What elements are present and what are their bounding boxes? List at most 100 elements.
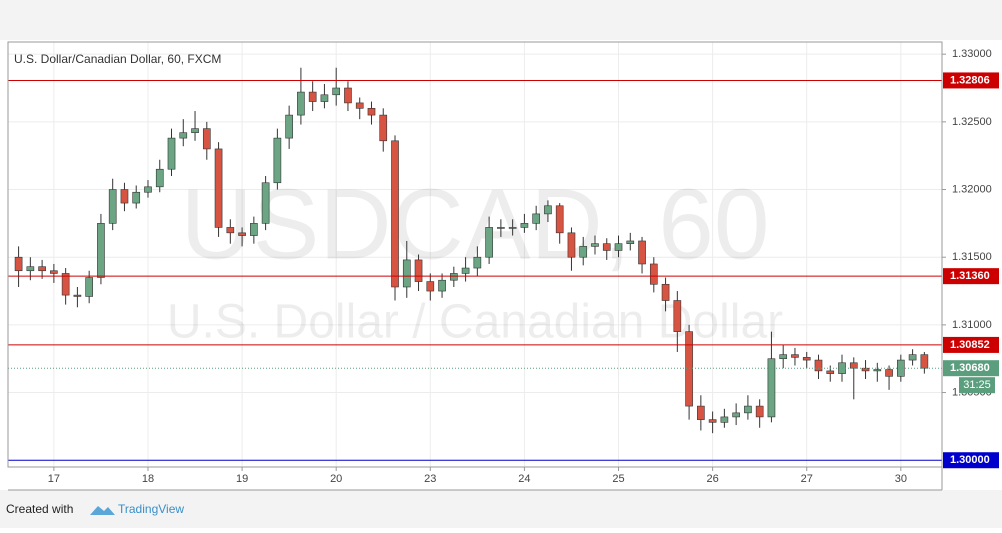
candle-body [791,354,799,358]
level-tag [943,336,999,353]
candle-body [97,223,105,278]
x-tick-label: 30 [895,473,907,485]
candle-body [202,128,211,150]
candle-body [638,240,646,265]
candle-body [144,186,152,193]
candle-body [167,137,176,170]
candle-body [697,405,705,420]
x-tick-label: 19 [236,473,248,485]
candle-body [402,259,411,288]
x-tick-label: 18 [142,473,154,485]
candle-body [685,331,693,407]
candle-body [391,140,399,288]
x-tick-label: 24 [518,473,530,485]
candle-body [626,240,635,244]
level-tag [943,268,999,285]
candle-body [120,189,129,204]
y-tick-label: 1.31000 [952,319,992,331]
x-tick-label: 17 [48,473,60,485]
candle-body [14,256,23,272]
candle-body [532,213,540,224]
candle-body [250,223,258,236]
candle-body [755,405,764,418]
last-price-tag [943,360,999,377]
footer-brand[interactable]: TradingView [118,502,184,516]
footer-bar [0,490,1002,528]
candle-body [155,168,164,188]
candle-body [132,191,141,204]
candle-body [85,277,93,297]
candle-body [214,148,223,228]
level-label: 1.32806 [950,74,990,86]
candle-body [779,354,788,360]
candle-body [38,266,46,272]
last-price-label: 1.30680 [950,362,990,374]
x-tick-label: 25 [612,473,624,485]
level-label: 1.31360 [950,270,990,282]
candle-body [497,227,505,229]
candle-body [273,137,282,184]
candle-body [673,300,682,332]
level-label: 1.30852 [950,339,990,351]
level-tag [943,72,999,89]
candle-body [426,281,435,292]
candle-body [732,412,740,418]
candle-body [555,205,564,234]
candle-body [26,266,35,272]
candle-body [661,283,670,301]
candle-body [802,357,811,361]
candle-body [849,362,858,369]
level-label: 1.30000 [950,454,990,466]
candle-body [320,94,329,102]
candle-body [720,416,729,423]
candle-body [332,87,341,96]
y-tick-label: 1.32000 [952,183,992,195]
candle-body [367,108,376,116]
candle-body [261,182,270,224]
x-tick-label: 27 [801,473,813,485]
candle-body [461,267,470,274]
candle-body [438,279,446,292]
candle-body [344,87,352,104]
y-tick-label: 1.32500 [952,116,992,128]
candle-body [179,132,188,139]
candle-body [449,273,458,281]
countdown-tag [959,377,995,394]
candle-body [520,223,529,228]
candle-body [108,189,117,224]
candle-body [414,259,423,282]
candle-body [920,354,929,369]
candle-body [355,102,364,109]
candle-body [767,358,776,418]
candle-body [485,227,493,258]
candle-body [591,243,599,247]
x-tick-label: 26 [706,473,718,485]
countdown: 31:25 [963,379,991,391]
candle-body [579,246,588,258]
candle-body [508,227,517,229]
candle-body [885,369,893,377]
candle-body [191,128,199,133]
candle-body [73,294,82,297]
candle-body [50,270,58,274]
candle-body [744,405,752,414]
candle-body [473,256,482,269]
y-tick-label: 1.31500 [952,251,992,263]
candle-body [226,227,235,234]
candle-body [238,232,246,236]
candle-body [826,370,835,374]
candle-body [379,114,388,142]
candle-body [544,205,552,215]
candle-body [861,367,870,372]
candle-body [308,91,317,102]
y-tick-label: 1.33000 [952,48,992,60]
chart-title: U.S. Dollar/Canadian Dollar, 60, FXCM [14,52,221,66]
candle-body [567,232,576,258]
level-tag [943,452,999,469]
footer-created: Created with [6,502,73,516]
x-tick-label: 23 [424,473,436,485]
candle-body [649,263,658,285]
x-tick-label: 20 [330,473,342,485]
brand-logo [90,506,115,515]
